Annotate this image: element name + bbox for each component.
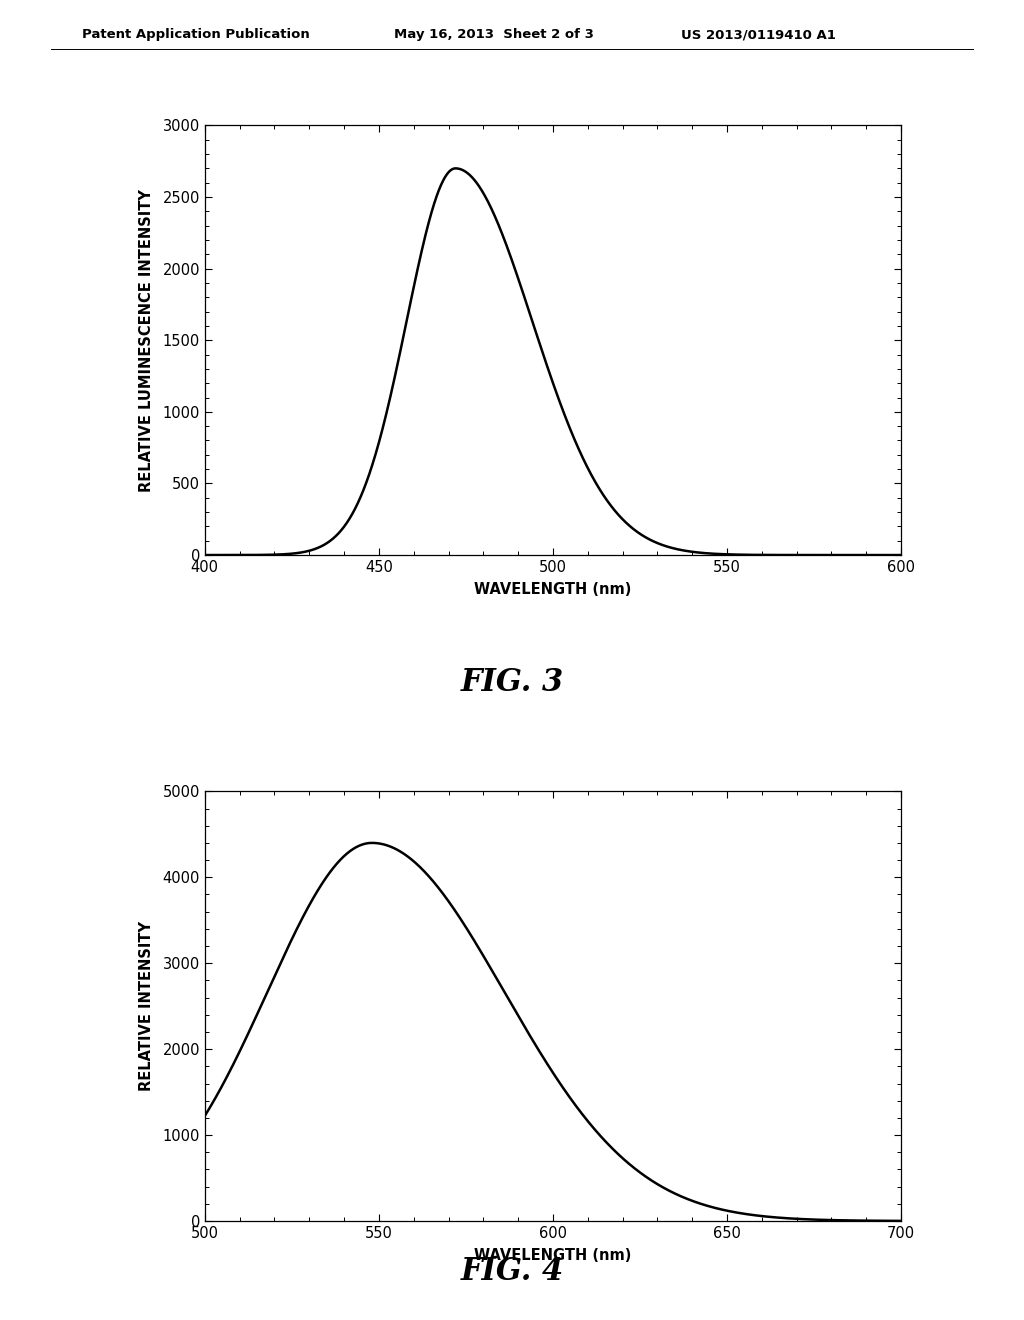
X-axis label: WAVELENGTH (nm): WAVELENGTH (nm) [474,1247,632,1263]
Text: US 2013/0119410 A1: US 2013/0119410 A1 [681,28,836,41]
Text: May 16, 2013  Sheet 2 of 3: May 16, 2013 Sheet 2 of 3 [394,28,594,41]
Text: FIG. 4: FIG. 4 [461,1257,563,1287]
Text: Patent Application Publication: Patent Application Publication [82,28,309,41]
X-axis label: WAVELENGTH (nm): WAVELENGTH (nm) [474,582,632,597]
Text: FIG. 3: FIG. 3 [461,667,563,697]
Y-axis label: RELATIVE LUMINESCENCE INTENSITY: RELATIVE LUMINESCENCE INTENSITY [139,189,154,491]
Y-axis label: RELATIVE INTENSITY: RELATIVE INTENSITY [139,921,154,1092]
